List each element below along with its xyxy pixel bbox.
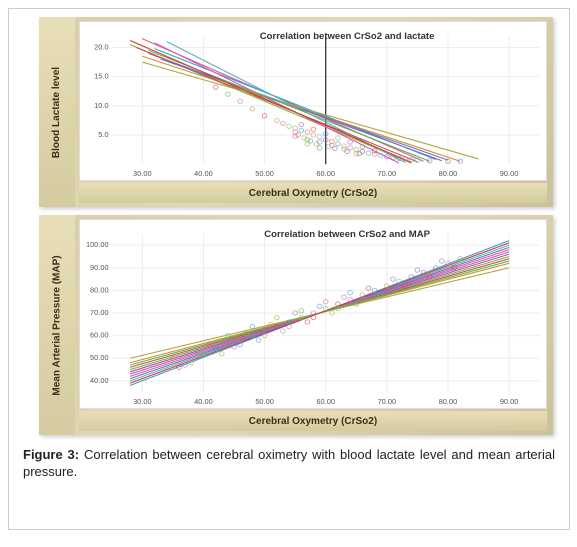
ylabel-bottom: Mean Arterial Pressure (MAP) — [39, 215, 75, 435]
svg-text:Correlation between CrSo2 and: Correlation between CrSo2 and lactate — [260, 31, 435, 41]
figure-label: Figure 3: — [23, 447, 79, 462]
plot-area-top: 30.00 40.00 50.00 60.00 70.00 80.00 90.00 5.0 10… — [79, 21, 547, 181]
svg-text:90.00: 90.00 — [90, 264, 109, 272]
svg-text:60.00: 60.00 — [316, 170, 335, 178]
plot-wrap-bottom: 30.00 40.00 50.00 60.00 70.00 80.00 90.00 40.00… — [75, 215, 553, 435]
svg-text:20.0: 20.0 — [94, 44, 108, 52]
svg-text:80.00: 80.00 — [90, 287, 109, 295]
svg-text:100.00: 100.00 — [86, 241, 109, 249]
svg-text:50.00: 50.00 — [90, 354, 109, 362]
figure-caption: Figure 3: Correlation between cerebral o… — [9, 439, 569, 491]
ylabel-bottom-text: Mean Arterial Pressure (MAP) — [52, 255, 63, 395]
xlabel-bottom: Cerebral Oxymetry (CrSo2) — [79, 411, 547, 431]
ylabel-top-text: Blood Lactate level — [52, 66, 63, 157]
svg-text:60.00: 60.00 — [90, 332, 109, 340]
svg-text:30.00: 30.00 — [133, 170, 152, 178]
svg-text:10.0: 10.0 — [94, 102, 108, 110]
svg-text:70.00: 70.00 — [378, 170, 397, 178]
svg-text:40.00: 40.00 — [90, 377, 109, 385]
figure-container: Blood Lactate level 30.00 40.00 50.00 60.00… — [8, 8, 570, 530]
chart-bottom: Mean Arterial Pressure (MAP) 30.00 40.00 5… — [39, 215, 553, 435]
chart-top: Blood Lactate level 30.00 40.00 50.00 60.00… — [39, 17, 553, 207]
svg-text:80.00: 80.00 — [439, 398, 458, 406]
svg-text:50.00: 50.00 — [255, 170, 274, 178]
scatter-plot-top: 30.00 40.00 50.00 60.00 70.00 80.00 90.00 5.0 10… — [80, 22, 546, 180]
svg-text:40.00: 40.00 — [194, 170, 213, 178]
plot-wrap-top: 30.00 40.00 50.00 60.00 70.00 80.00 90.00 5.0 10… — [75, 17, 553, 207]
svg-text:70.00: 70.00 — [378, 398, 397, 406]
svg-text:15.0: 15.0 — [94, 73, 108, 81]
svg-text:30.00: 30.00 — [133, 398, 152, 406]
svg-text:90.00: 90.00 — [500, 170, 519, 178]
svg-text:60.00: 60.00 — [316, 398, 335, 406]
svg-text:Correlation between CrSo2 and: Correlation between CrSo2 and MAP — [264, 229, 430, 239]
svg-text:40.00: 40.00 — [194, 398, 213, 406]
plot-area-bottom: 30.00 40.00 50.00 60.00 70.00 80.00 90.00 40.00… — [79, 219, 547, 409]
scatter-plot-bottom: 30.00 40.00 50.00 60.00 70.00 80.00 90.00 40.00… — [80, 220, 546, 408]
svg-text:80.00: 80.00 — [439, 170, 458, 178]
caption-text: Correlation between cerebral oximetry wi… — [23, 447, 555, 479]
svg-text:5.0: 5.0 — [98, 131, 108, 139]
ylabel-top: Blood Lactate level — [39, 17, 75, 207]
svg-text:90.00: 90.00 — [500, 398, 519, 406]
svg-text:70.00: 70.00 — [90, 309, 109, 317]
xlabel-top: Cerebral Oxymetry (CrSo2) — [79, 183, 547, 203]
svg-text:50.00: 50.00 — [255, 398, 274, 406]
